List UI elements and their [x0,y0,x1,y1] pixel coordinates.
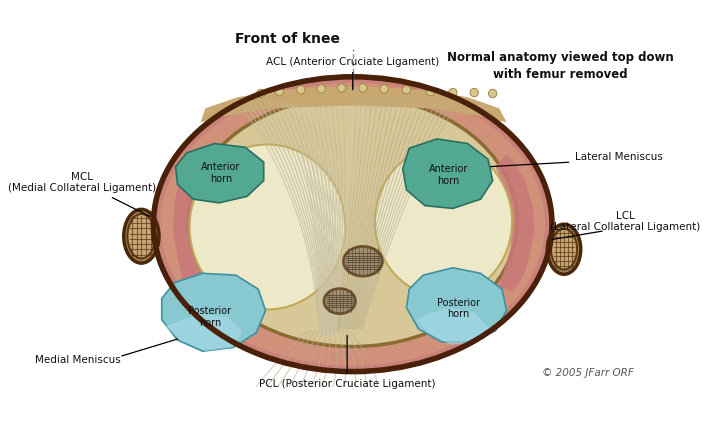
Polygon shape [416,308,490,345]
Circle shape [449,89,457,97]
Ellipse shape [551,229,577,270]
Text: Posterior
horn: Posterior horn [437,298,480,319]
Ellipse shape [127,214,155,259]
Ellipse shape [375,146,512,297]
Polygon shape [406,268,507,342]
Ellipse shape [160,83,545,366]
Polygon shape [161,273,266,351]
Text: Medial Meniscus: Medial Meniscus [35,356,121,366]
Text: Front of knee: Front of knee [235,32,341,46]
Text: PCL (Posterior Cruciate Ligament): PCL (Posterior Cruciate Ligament) [259,336,435,389]
Circle shape [359,84,367,92]
Circle shape [275,87,284,96]
Circle shape [489,89,497,98]
Polygon shape [496,155,535,292]
Polygon shape [173,157,210,294]
Ellipse shape [154,77,552,372]
Ellipse shape [547,224,581,274]
Text: Lateral Meniscus: Lateral Meniscus [575,152,663,163]
Polygon shape [403,139,493,208]
Polygon shape [200,86,507,122]
Circle shape [317,85,326,93]
Text: Posterior
horn: Posterior horn [188,306,232,328]
Circle shape [338,84,346,92]
Text: © 2005 JFarr ORF: © 2005 JFarr ORF [542,368,634,377]
Circle shape [470,89,479,97]
Circle shape [402,86,411,94]
Text: Anterior
horn: Anterior horn [428,164,468,186]
Circle shape [426,87,435,96]
Text: MCL
(Medial Collateral Ligament): MCL (Medial Collateral Ligament) [8,172,156,193]
Polygon shape [176,143,263,203]
Circle shape [257,89,265,98]
Text: Anterior
horn: Anterior horn [201,162,241,184]
Circle shape [297,86,305,94]
Ellipse shape [124,209,159,263]
Polygon shape [166,314,242,351]
Text: ACL (Anterior Cruciate Ligament): ACL (Anterior Cruciate Ligament) [266,57,440,90]
Ellipse shape [190,145,346,309]
Ellipse shape [188,96,518,347]
Circle shape [380,85,389,93]
Text: Normal anatomy viewed top down
with femur removed: Normal anatomy viewed top down with femu… [447,51,674,81]
Ellipse shape [324,288,355,314]
Ellipse shape [343,247,382,276]
Text: LCL
(Lateral Collateral Ligament): LCL (Lateral Collateral Ligament) [550,211,700,232]
